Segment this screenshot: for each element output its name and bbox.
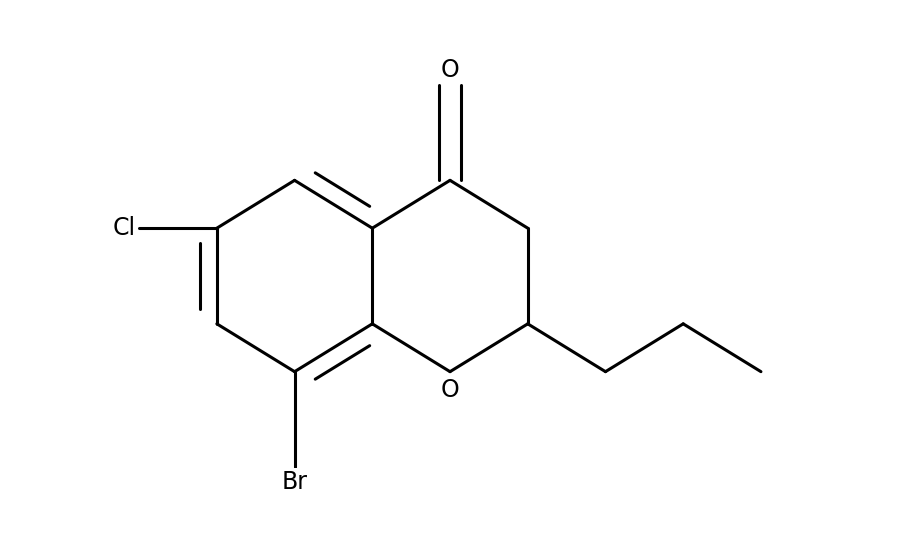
Text: O: O [441,57,459,82]
Text: Br: Br [282,470,308,495]
Text: O: O [441,378,459,402]
Text: Cl: Cl [113,216,136,240]
